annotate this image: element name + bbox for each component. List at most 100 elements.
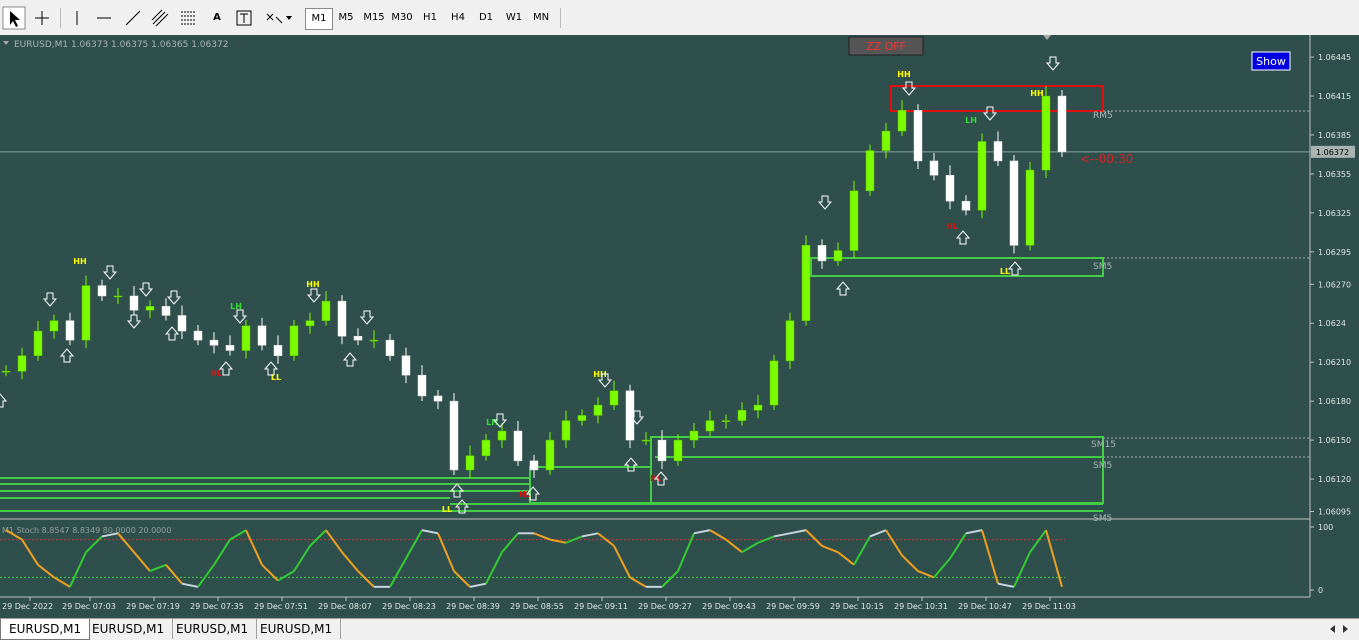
- time-label: 29 Dec 07:35: [190, 602, 244, 611]
- label-icon-t: [240, 13, 248, 23]
- stoch-segment: [85, 535, 103, 553]
- zz-button-label[interactable]: ZZ OFF: [866, 40, 906, 53]
- sell-arrow: [901, 81, 917, 96]
- symbol-tab[interactable]: EURUSD,M1: [0, 619, 91, 640]
- candle: [305, 320, 315, 327]
- fibo-icon[interactable]: [181, 11, 195, 25]
- candle: [593, 404, 603, 416]
- candle: [881, 130, 891, 151]
- stoch-segment: [693, 529, 711, 535]
- stoch-segment: [709, 529, 727, 541]
- candle: [241, 325, 251, 351]
- candle: [689, 430, 699, 441]
- stoch-segment: [421, 529, 439, 535]
- show-button[interactable]: [1251, 51, 1291, 71]
- candle: [577, 415, 587, 421]
- candle: [913, 110, 923, 162]
- candle: [785, 320, 795, 362]
- candle: [273, 345, 283, 356]
- price-label: 1.06385: [1318, 131, 1351, 140]
- timeframe-button[interactable]: M15: [363, 12, 385, 23]
- zone-label: SM15: [1091, 440, 1116, 450]
- candle: [225, 345, 235, 351]
- stoch-segment: [245, 529, 263, 566]
- stoch-segment: [965, 529, 983, 535]
- candle: [417, 374, 427, 397]
- candle: [897, 110, 907, 132]
- tab-scroll-arrows[interactable]: [1330, 625, 1348, 633]
- sell-arrow: [492, 413, 508, 428]
- timeframe-button[interactable]: M1: [305, 8, 333, 30]
- swing-label: HL: [519, 490, 531, 499]
- candle: [993, 141, 1003, 162]
- stoch-segment: [789, 529, 807, 535]
- candle: [833, 250, 843, 262]
- zones: [0, 85, 1310, 512]
- time-label: 29 Dec 10:15: [830, 602, 884, 611]
- symbol-tab[interactable]: EURUSD,M1: [84, 619, 174, 639]
- swing-label: LH: [486, 418, 498, 427]
- candle: [705, 420, 715, 432]
- candle: [129, 295, 139, 311]
- price-label: 1.06095: [1318, 508, 1351, 517]
- swing-label: LL: [271, 373, 281, 382]
- price-label: 1.06270: [1318, 280, 1351, 289]
- cursor-icon: [10, 11, 20, 27]
- price-label: 1.06295: [1318, 248, 1351, 257]
- channel-icon[interactable]: [151, 9, 169, 27]
- text-tool[interactable]: A: [213, 12, 221, 23]
- candle: [33, 330, 43, 356]
- swing-label: LH: [965, 116, 977, 125]
- stoch-segment: [325, 529, 343, 553]
- crosshair-icon[interactable]: [35, 11, 49, 25]
- zz-button[interactable]: [848, 36, 924, 56]
- timeframe-button[interactable]: H4: [451, 12, 465, 23]
- arrows-icon[interactable]: [266, 13, 283, 24]
- stoch-segment: [197, 564, 215, 588]
- timeframe-button[interactable]: H1: [423, 12, 437, 23]
- timeframe-button[interactable]: M5: [338, 12, 354, 23]
- stoch-segment: [53, 576, 71, 588]
- timeframe-button[interactable]: D1: [478, 12, 494, 23]
- timeframe-button[interactable]: M30: [391, 12, 413, 23]
- candle: [321, 300, 331, 321]
- swing-label: LL: [1000, 267, 1010, 276]
- timeframe-button[interactable]: W1: [505, 12, 523, 23]
- candle: [561, 420, 571, 441]
- candle: [481, 439, 491, 456]
- timeframe-button[interactable]: MN: [532, 12, 550, 23]
- stoch-segment: [869, 529, 887, 538]
- candle: [753, 404, 763, 411]
- stoch-segment: [389, 558, 407, 588]
- stoch-segment: [5, 529, 23, 541]
- price-label: 1.06445: [1318, 53, 1351, 62]
- sell-arrow: [359, 310, 375, 325]
- current-price-box: [1311, 145, 1355, 158]
- candle: [545, 439, 555, 471]
- symbol-tab[interactable]: EURUSD,M1: [168, 619, 258, 639]
- header-arrow: [3, 41, 9, 45]
- stoch-segment: [581, 532, 599, 538]
- swing-label: HL: [210, 369, 222, 378]
- trendline-icon[interactable]: [125, 10, 141, 26]
- show-button-label[interactable]: Show: [1256, 55, 1286, 68]
- stoch-segment: [165, 564, 183, 585]
- swing-label: HH: [306, 280, 319, 289]
- price-label: 1.06120: [1318, 475, 1351, 484]
- separator: [560, 8, 561, 28]
- sell-arrow: [597, 373, 613, 388]
- time-label: 29 Dec 07:51: [254, 602, 308, 611]
- candle: [673, 439, 683, 462]
- candle: [177, 315, 187, 332]
- stoch-segment: [741, 541, 759, 554]
- stoch-segment: [469, 582, 487, 588]
- dropdown-icon[interactable]: [286, 16, 292, 20]
- candle: [817, 245, 827, 262]
- label-icon[interactable]: [236, 10, 252, 26]
- candle: [337, 300, 347, 337]
- symbol-tab[interactable]: EURUSD,M1: [252, 619, 342, 639]
- candle: [625, 390, 635, 441]
- stoch-segment: [949, 532, 967, 560]
- stoch-segment: [213, 539, 231, 566]
